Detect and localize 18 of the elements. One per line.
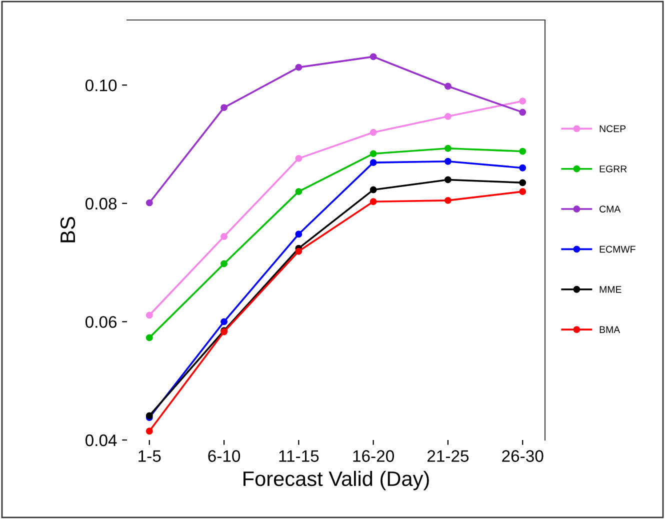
y-tick-label: 0.08 (85, 198, 117, 210)
y-axis-title: BS (60, 217, 76, 242)
legend-label: EGRR (600, 165, 627, 172)
legend-label: MME (600, 286, 622, 293)
x-tick-label: 16-20 (353, 450, 394, 462)
x-tick-label: 1-5 (138, 450, 161, 462)
x-tick-label: 6-10 (208, 450, 240, 462)
y-tick-label: 0.06 (85, 316, 117, 328)
x-tick-label: 21-25 (427, 450, 469, 462)
legend-label: BMA (600, 326, 620, 333)
legend-label: ECMWF (600, 246, 636, 253)
y-tick-label: 0.10 (85, 79, 117, 92)
x-axis-title: Forecast Valid (Day) (244, 470, 429, 490)
x-tick-label: 26-30 (502, 450, 544, 462)
legend-label: CMA (600, 206, 621, 213)
x-tick-label: 11-15 (279, 450, 319, 462)
y-tick-label: 0.04 (85, 434, 117, 446)
legend-label: NCEP (600, 125, 626, 132)
